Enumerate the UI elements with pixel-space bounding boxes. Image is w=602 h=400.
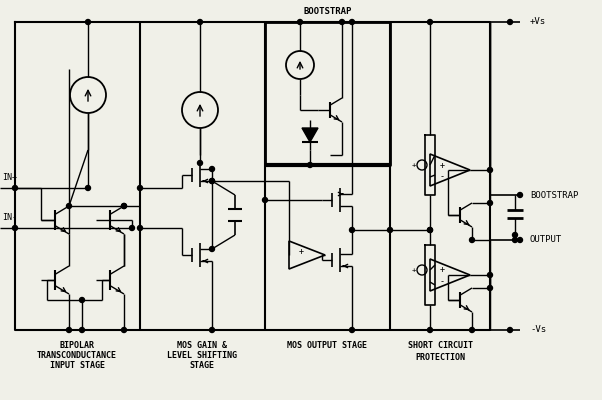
Text: OUTPUT: OUTPUT <box>530 236 562 244</box>
Circle shape <box>85 186 90 190</box>
Circle shape <box>308 162 312 168</box>
Text: TRANSCONDUCTANCE: TRANSCONDUCTANCE <box>37 350 117 360</box>
Circle shape <box>209 166 214 172</box>
Circle shape <box>507 20 512 24</box>
Circle shape <box>209 178 214 184</box>
Text: SHORT CIRCUIT: SHORT CIRCUIT <box>408 340 473 350</box>
Circle shape <box>297 20 302 24</box>
Text: MOS GAIN &: MOS GAIN & <box>177 340 227 350</box>
Circle shape <box>350 228 355 232</box>
Text: INPUT STAGE: INPUT STAGE <box>49 360 105 370</box>
Circle shape <box>79 298 84 302</box>
Circle shape <box>388 228 393 232</box>
Circle shape <box>427 20 432 24</box>
Polygon shape <box>302 128 318 142</box>
Circle shape <box>340 20 344 24</box>
Circle shape <box>13 186 17 190</box>
Text: PROTECTION: PROTECTION <box>415 354 465 362</box>
Circle shape <box>85 20 90 24</box>
Circle shape <box>209 178 214 184</box>
Circle shape <box>470 238 474 242</box>
Circle shape <box>427 228 432 232</box>
Text: IN-: IN- <box>2 213 17 222</box>
Text: +: + <box>439 160 444 170</box>
Text: -Vs: -Vs <box>530 326 546 334</box>
Circle shape <box>137 186 143 190</box>
Text: +: + <box>412 267 416 273</box>
Circle shape <box>137 226 143 230</box>
Text: +Vs: +Vs <box>530 18 546 26</box>
Circle shape <box>470 328 474 332</box>
Circle shape <box>518 192 523 198</box>
Circle shape <box>350 20 355 24</box>
Circle shape <box>518 238 523 242</box>
Text: LEVEL SHIFTING: LEVEL SHIFTING <box>167 350 237 360</box>
Circle shape <box>129 226 134 230</box>
Circle shape <box>512 232 518 238</box>
Circle shape <box>122 328 126 332</box>
Text: +: + <box>439 266 444 274</box>
Circle shape <box>122 204 126 208</box>
Circle shape <box>350 328 355 332</box>
Text: BOOTSTRAP: BOOTSTRAP <box>530 190 579 200</box>
Circle shape <box>512 238 518 242</box>
Text: -: - <box>439 278 444 286</box>
Text: STAGE: STAGE <box>190 360 214 370</box>
Text: -: - <box>439 172 444 182</box>
Text: +: + <box>412 162 416 168</box>
Circle shape <box>122 204 126 208</box>
Text: BOOTSTRAP: BOOTSTRAP <box>303 8 352 16</box>
Circle shape <box>209 328 214 332</box>
Circle shape <box>13 226 17 230</box>
Circle shape <box>197 20 202 24</box>
Text: BIPOLAR: BIPOLAR <box>60 340 95 350</box>
Circle shape <box>79 328 84 332</box>
Circle shape <box>66 328 72 332</box>
Circle shape <box>66 204 72 208</box>
Circle shape <box>197 160 202 166</box>
Circle shape <box>488 200 492 206</box>
Text: IN+: IN+ <box>2 173 17 182</box>
Circle shape <box>427 228 432 232</box>
Text: +: + <box>299 246 303 256</box>
Circle shape <box>488 168 492 172</box>
Text: MOS OUTPUT STAGE: MOS OUTPUT STAGE <box>287 340 367 350</box>
Circle shape <box>209 246 214 252</box>
Circle shape <box>507 328 512 332</box>
Circle shape <box>488 272 492 278</box>
Circle shape <box>427 328 432 332</box>
Circle shape <box>262 198 267 202</box>
Circle shape <box>488 286 492 290</box>
